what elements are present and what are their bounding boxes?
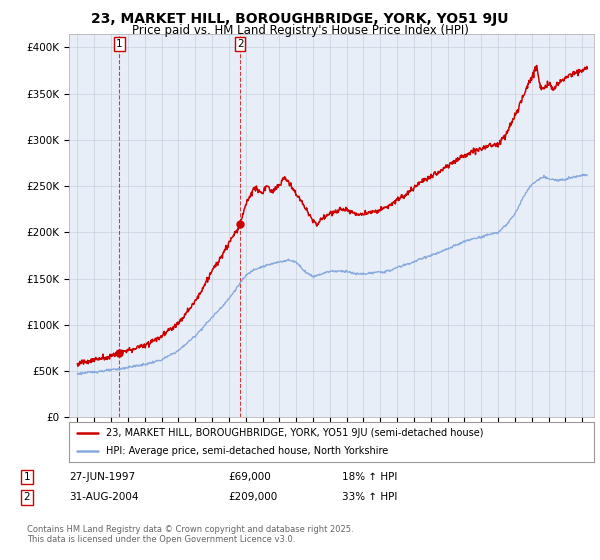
Text: 33% ↑ HPI: 33% ↑ HPI [342,492,397,502]
Text: 18% ↑ HPI: 18% ↑ HPI [342,472,397,482]
Text: 2: 2 [23,492,31,502]
Text: 23, MARKET HILL, BOROUGHBRIDGE, YORK, YO51 9JU (semi-detached house): 23, MARKET HILL, BOROUGHBRIDGE, YORK, YO… [106,428,483,437]
Text: 23, MARKET HILL, BOROUGHBRIDGE, YORK, YO51 9JU: 23, MARKET HILL, BOROUGHBRIDGE, YORK, YO… [91,12,509,26]
Text: Contains HM Land Registry data © Crown copyright and database right 2025.
This d: Contains HM Land Registry data © Crown c… [27,525,353,544]
Text: £209,000: £209,000 [228,492,277,502]
Text: 27-JUN-1997: 27-JUN-1997 [69,472,135,482]
Text: 1: 1 [116,39,122,49]
Text: 2: 2 [237,39,244,49]
Text: 31-AUG-2004: 31-AUG-2004 [69,492,139,502]
Text: £69,000: £69,000 [228,472,271,482]
Text: Price paid vs. HM Land Registry's House Price Index (HPI): Price paid vs. HM Land Registry's House … [131,24,469,37]
Text: HPI: Average price, semi-detached house, North Yorkshire: HPI: Average price, semi-detached house,… [106,446,388,456]
Text: 1: 1 [23,472,31,482]
